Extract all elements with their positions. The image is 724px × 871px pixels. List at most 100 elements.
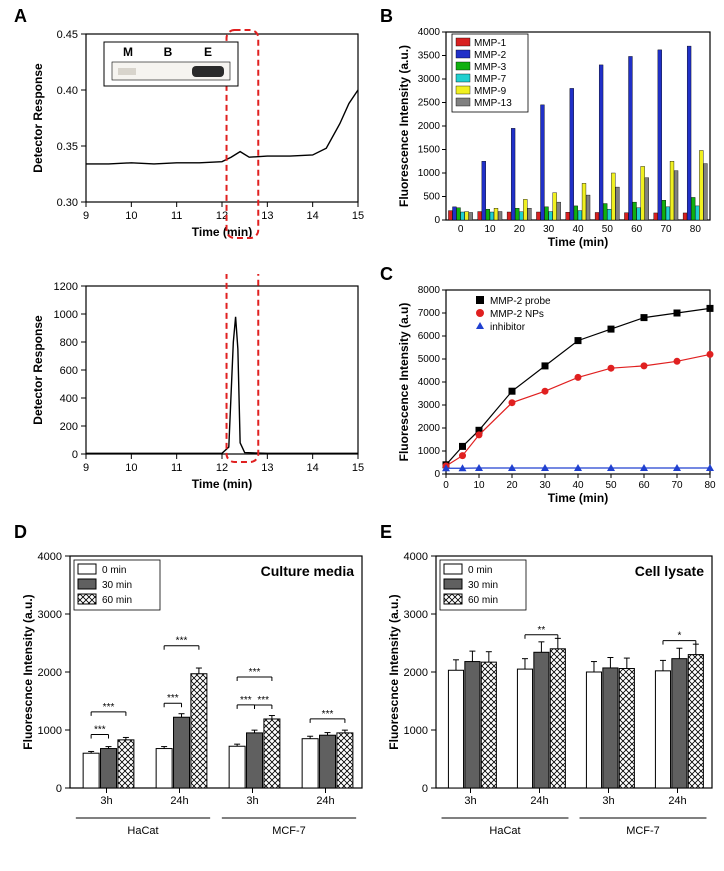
svg-text:70: 70 [660,224,672,235]
svg-text:3000: 3000 [418,400,441,411]
svg-text:HaCat: HaCat [127,825,158,837]
svg-text:3500: 3500 [418,51,441,62]
panel-c-chart: 0100020003000400050006000700080000102030… [394,280,716,508]
svg-text:0: 0 [434,215,440,226]
svg-text:0: 0 [443,480,449,491]
svg-text:MCF-7: MCF-7 [272,825,306,837]
svg-text:MMP-1: MMP-1 [474,38,507,49]
svg-text:1200: 1200 [54,281,78,293]
svg-text:Fluorescnce Intensity (a.u.): Fluorescnce Intensity (a.u.) [387,594,401,749]
panel-c-label: C [380,264,393,285]
svg-text:13: 13 [261,210,273,222]
svg-text:***: *** [322,709,334,720]
svg-text:**: ** [538,625,546,636]
svg-text:1000: 1000 [38,725,62,737]
panel-a-top-chart: 91011121314150.300.350.400.45Time (min)D… [24,22,364,246]
svg-text:24h: 24h [170,795,188,807]
svg-text:20: 20 [514,224,526,235]
svg-text:3000: 3000 [38,609,62,621]
svg-text:***: *** [167,693,179,704]
svg-text:B: B [164,45,173,59]
svg-text:2000: 2000 [38,667,62,679]
panel-b-chart: 0500100015002000250030003500400001020304… [394,22,716,256]
svg-text:Detector Response: Detector Response [31,63,45,173]
svg-text:Fluorescence Intensity (a.u): Fluorescence Intensity (a.u) [397,303,411,462]
svg-text:*: * [677,631,681,642]
svg-text:2000: 2000 [418,423,441,434]
svg-text:MMP-13: MMP-13 [474,98,512,109]
svg-text:20: 20 [506,480,518,491]
svg-text:HaCat: HaCat [489,825,520,837]
svg-text:70: 70 [671,480,683,491]
svg-text:15: 15 [352,210,364,222]
svg-text:MMP-9: MMP-9 [474,86,507,97]
panel-e-chart: 01000200030004000Fluorescnce Intensity (… [380,540,720,860]
svg-text:800: 800 [60,337,78,349]
svg-text:60 min: 60 min [468,595,498,606]
svg-text:***: *** [257,695,269,706]
svg-text:inhibitor: inhibitor [490,322,526,333]
svg-text:3h: 3h [100,795,112,807]
svg-text:500: 500 [423,192,440,203]
panel-d-chart: 01000200030004000Fluorescnce Intensity (… [14,540,370,860]
svg-text:14: 14 [307,210,319,222]
svg-text:E: E [204,45,212,59]
svg-text:10: 10 [484,224,496,235]
svg-text:11: 11 [171,462,182,474]
svg-text:MMP-7: MMP-7 [474,74,507,85]
svg-text:***: *** [176,636,188,647]
svg-text:Fluorescnce Intensity (a.u.): Fluorescnce Intensity (a.u.) [21,594,35,749]
svg-text:***: *** [240,695,252,706]
svg-text:10: 10 [473,480,485,491]
svg-text:4000: 4000 [418,377,441,388]
svg-text:2500: 2500 [418,98,441,109]
svg-text:24h: 24h [668,795,686,807]
svg-text:***: *** [103,702,115,713]
svg-text:400: 400 [60,393,78,405]
svg-text:1000: 1000 [54,309,78,321]
panel-a-bottom-chart: 9101112131415020040060080010001200Time (… [24,274,364,498]
svg-text:0.30: 0.30 [57,197,78,209]
svg-text:10: 10 [125,210,137,222]
svg-text:2000: 2000 [404,667,428,679]
svg-text:10: 10 [125,462,137,474]
svg-text:0 min: 0 min [468,565,492,576]
svg-text:80: 80 [704,480,716,491]
svg-text:MCF-7: MCF-7 [626,825,660,837]
svg-text:0.45: 0.45 [57,29,78,41]
svg-text:50: 50 [605,480,617,491]
svg-text:0 min: 0 min [102,565,126,576]
svg-text:1000: 1000 [418,168,441,179]
svg-text:***: *** [249,667,261,678]
svg-text:3h: 3h [602,795,614,807]
svg-text:Time (min): Time (min) [548,235,608,249]
svg-text:1500: 1500 [418,145,441,156]
svg-text:4000: 4000 [38,551,62,563]
svg-text:2000: 2000 [418,121,441,132]
svg-text:M: M [123,45,133,59]
svg-text:60 min: 60 min [102,595,132,606]
panel-b-label: B [380,6,393,27]
svg-text:8000: 8000 [418,285,441,296]
svg-text:0: 0 [458,224,464,235]
svg-text:5000: 5000 [418,354,441,365]
svg-text:7000: 7000 [418,308,441,319]
svg-text:Time (min): Time (min) [192,225,252,239]
svg-text:30 min: 30 min [468,580,498,591]
svg-text:Detector Response: Detector Response [31,315,45,425]
svg-text:Time (min): Time (min) [548,491,608,505]
svg-text:13: 13 [261,462,273,474]
svg-text:14: 14 [307,462,319,474]
svg-text:Fluorescence Intensity (a.u.): Fluorescence Intensity (a.u.) [397,45,411,207]
svg-text:3000: 3000 [418,74,441,85]
svg-text:MMP-3: MMP-3 [474,62,507,73]
svg-text:50: 50 [602,224,614,235]
svg-text:Cell lysate: Cell lysate [635,563,704,579]
svg-text:0: 0 [72,449,78,461]
svg-text:3h: 3h [464,795,476,807]
svg-text:9: 9 [83,462,89,474]
svg-text:1000: 1000 [418,446,441,457]
svg-text:MMP-2 probe: MMP-2 probe [490,296,551,307]
svg-text:60: 60 [631,224,643,235]
svg-text:***: *** [94,725,106,736]
